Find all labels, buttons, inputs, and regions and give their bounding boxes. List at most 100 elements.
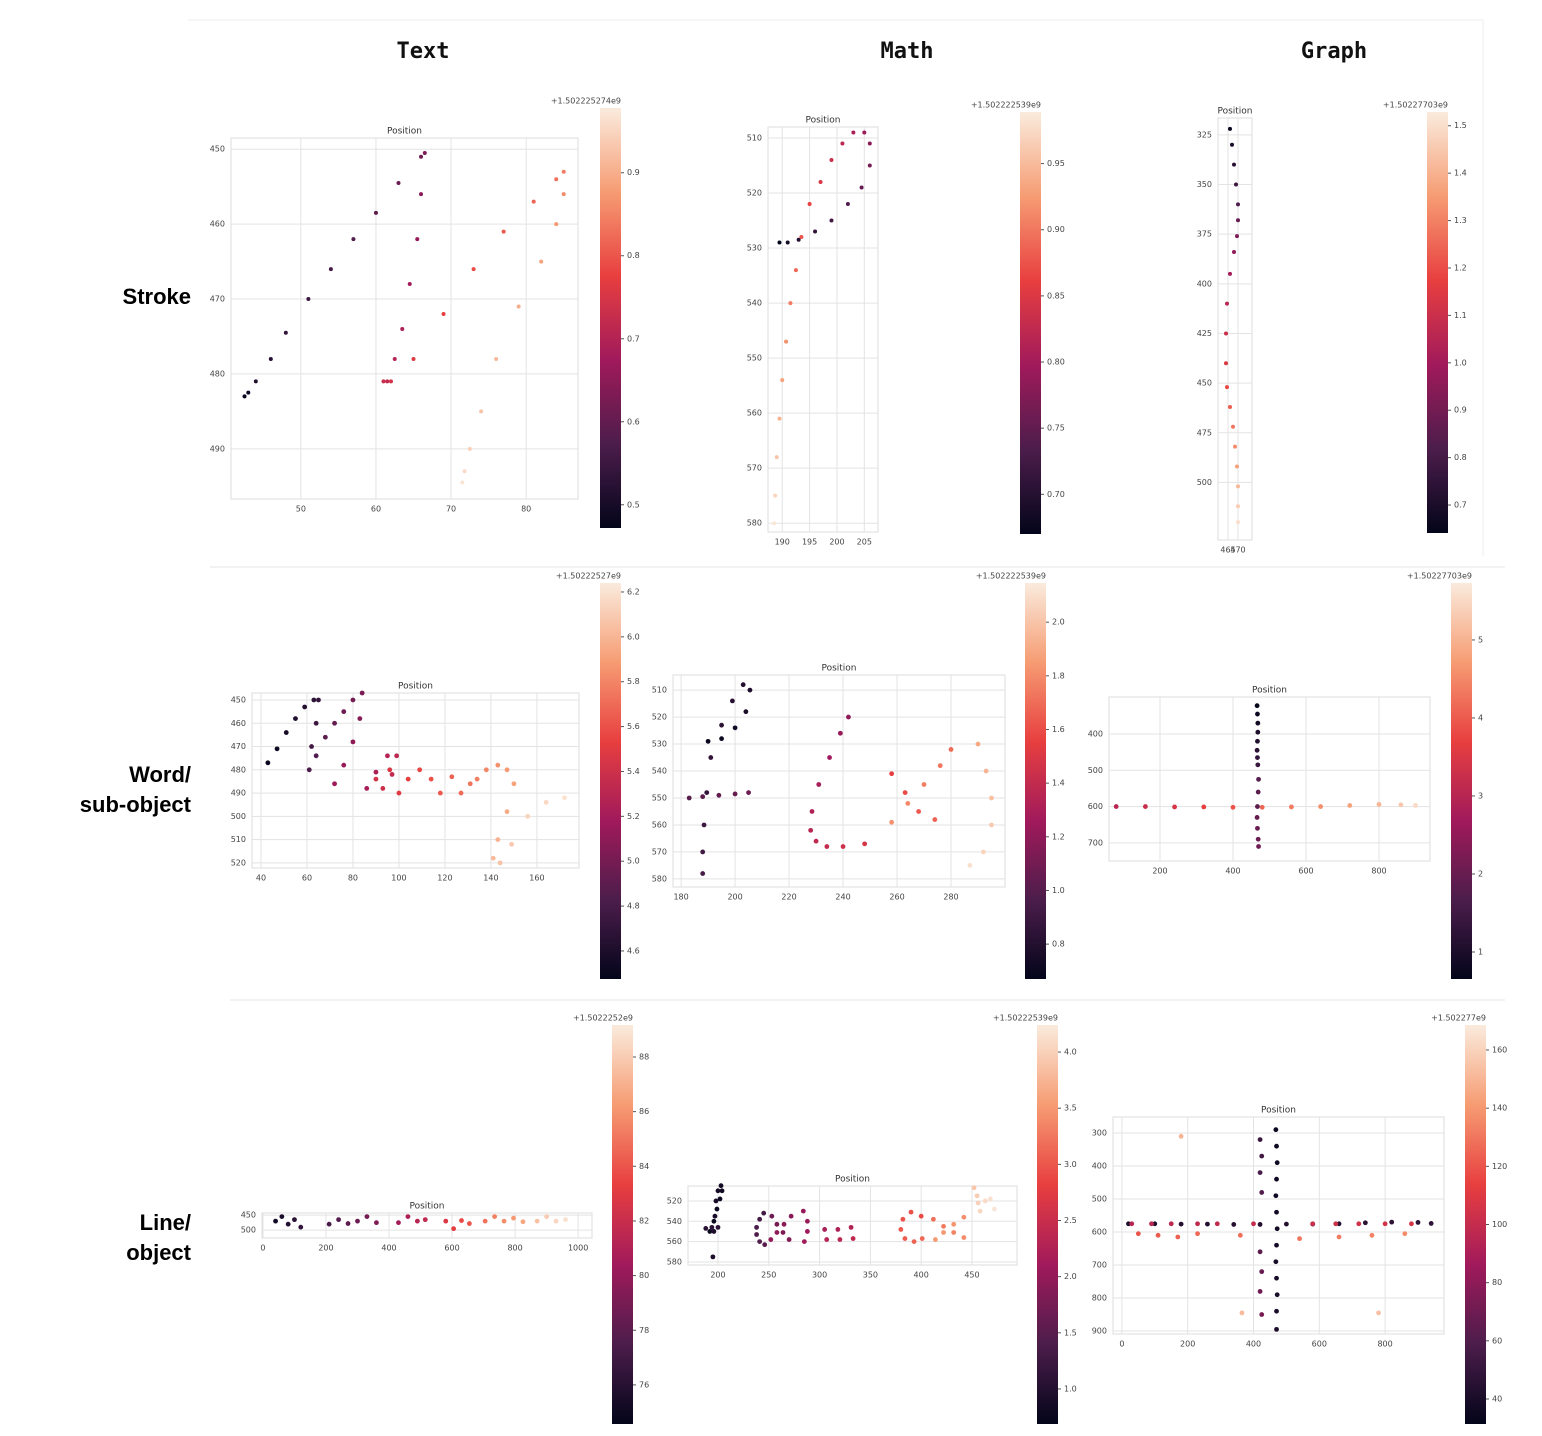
- point: [743, 709, 749, 715]
- point: [345, 1221, 351, 1226]
- colorbar-tick-label: 4: [1478, 713, 1483, 722]
- point: [1255, 825, 1260, 831]
- point: [824, 1237, 830, 1242]
- colorbar-tick-label: 2: [1478, 869, 1483, 878]
- plot-area: [1112, 1116, 1445, 1335]
- point: [1155, 1232, 1161, 1238]
- colorbar-tick-label: 0.95: [1047, 159, 1065, 168]
- colorbar: [1037, 1025, 1058, 1424]
- point: [313, 720, 319, 726]
- point: [306, 767, 312, 773]
- x-tick-label: 140: [483, 874, 498, 883]
- point: [740, 682, 746, 688]
- colorbar-tick-label: 1.0: [1064, 1384, 1077, 1393]
- point: [374, 1220, 379, 1226]
- colorbar-tick-label: 4.6: [627, 946, 640, 955]
- point: [701, 822, 707, 828]
- colorbar-tick-label: 5.2: [627, 812, 640, 821]
- y-tick-label: 375: [1197, 230, 1212, 239]
- point: [1257, 1137, 1263, 1143]
- point: [364, 1214, 370, 1220]
- point: [396, 180, 401, 185]
- point: [531, 199, 536, 204]
- point: [703, 1225, 709, 1231]
- point: [504, 767, 510, 773]
- point: [804, 1229, 810, 1234]
- point: [1259, 1312, 1265, 1317]
- point: [829, 218, 834, 223]
- point: [862, 130, 867, 135]
- point: [710, 1254, 716, 1260]
- y-tick-label: 450: [210, 145, 225, 154]
- row-label: Stroke: [123, 284, 191, 309]
- x-tick-label: 400: [1246, 1340, 1261, 1349]
- plot-area: [767, 126, 879, 533]
- colorbar-tick-label: 0.80: [1047, 358, 1065, 367]
- point: [539, 259, 544, 264]
- colorbar-tick-label: 120: [1492, 1162, 1507, 1171]
- point: [336, 1217, 341, 1223]
- point: [298, 1224, 304, 1230]
- point: [1201, 804, 1207, 810]
- x-tick-label: 200: [1152, 867, 1167, 876]
- point: [700, 871, 706, 876]
- point: [1235, 234, 1239, 239]
- point: [273, 1218, 278, 1224]
- point: [341, 709, 347, 715]
- point: [715, 1188, 721, 1194]
- plot-title: Position: [1261, 1106, 1296, 1116]
- y-tick-label: 580: [652, 874, 667, 883]
- point: [713, 1198, 719, 1204]
- point: [714, 1206, 720, 1212]
- colorbar-tick-label: 5: [1478, 635, 1483, 644]
- point: [732, 725, 738, 731]
- colorbar-tick-label: 160: [1492, 1046, 1507, 1055]
- point: [326, 1221, 332, 1227]
- colorbar-offset: +1.50222527e9: [556, 572, 621, 581]
- point: [414, 1218, 420, 1224]
- y-tick-label: 480: [210, 369, 225, 378]
- colorbar-tick-label: 0.7: [627, 334, 640, 343]
- point: [793, 268, 798, 273]
- point: [1236, 520, 1240, 525]
- point: [711, 1229, 717, 1234]
- point: [1224, 331, 1228, 336]
- point: [462, 469, 467, 474]
- point: [1257, 1289, 1263, 1294]
- row-label: Line/: [140, 1210, 191, 1235]
- point: [1376, 801, 1382, 807]
- x-tick-label: 450: [964, 1271, 979, 1280]
- point: [1382, 1221, 1388, 1227]
- y-tick-label: 550: [652, 793, 667, 802]
- x-tick-label: 465: [1220, 546, 1235, 555]
- colorbar-tick-label: 0.6: [627, 417, 640, 426]
- point: [788, 301, 793, 306]
- point: [561, 192, 566, 197]
- point: [311, 697, 317, 703]
- point: [813, 229, 818, 234]
- plot-title: Position: [1252, 686, 1287, 696]
- colorbar: [1427, 112, 1448, 533]
- point: [389, 772, 395, 777]
- point: [801, 1239, 807, 1245]
- point: [400, 326, 405, 331]
- point: [989, 822, 994, 828]
- point: [716, 792, 722, 798]
- point: [808, 827, 814, 833]
- point: [784, 339, 789, 344]
- point: [1235, 464, 1239, 469]
- point: [700, 794, 706, 800]
- point: [1255, 729, 1261, 735]
- x-tick-label: 800: [1377, 1340, 1392, 1349]
- x-tick-label: 50: [296, 505, 306, 514]
- point: [357, 716, 363, 721]
- y-tick-label: 570: [747, 464, 762, 473]
- point: [902, 790, 908, 795]
- point: [824, 844, 830, 849]
- point: [709, 1224, 715, 1230]
- point: [1228, 404, 1232, 409]
- point: [520, 1219, 526, 1225]
- point: [1225, 385, 1229, 390]
- point: [407, 282, 412, 287]
- colorbar-tick-label: 76: [639, 1380, 649, 1389]
